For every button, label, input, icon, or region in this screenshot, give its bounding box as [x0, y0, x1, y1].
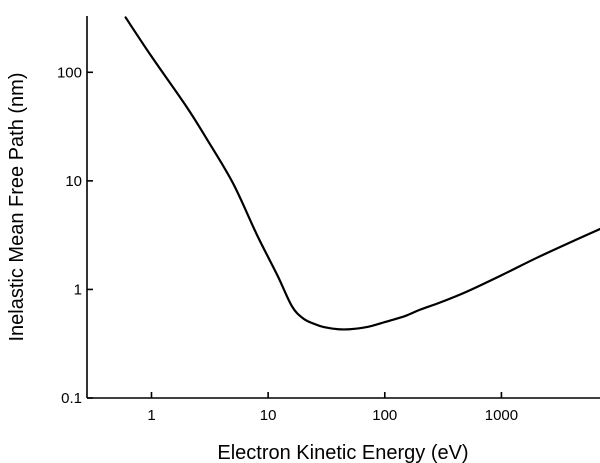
axes: [86, 16, 600, 399]
ticks: 0.1 1 10 100 1 10 100 1000: [57, 64, 518, 424]
y-tick-label: 10: [65, 173, 82, 190]
imfp-curve-line: [124, 16, 600, 331]
series-group: [124, 16, 600, 331]
x-axis-label: Electron Kinetic Energy (eV): [217, 442, 468, 463]
y-tick-label: 100: [57, 64, 82, 81]
x-tick-label: 1: [147, 407, 155, 424]
y-axis-label: Inelastic Mean Free Path (nm): [6, 73, 28, 342]
x-tick-label: 100: [372, 407, 397, 424]
x-tick-label: 1000: [485, 407, 518, 424]
y-tick-label: 0.1: [61, 390, 82, 407]
x-tick-label: 10: [260, 407, 277, 424]
y-tick-label: 1: [74, 281, 82, 298]
